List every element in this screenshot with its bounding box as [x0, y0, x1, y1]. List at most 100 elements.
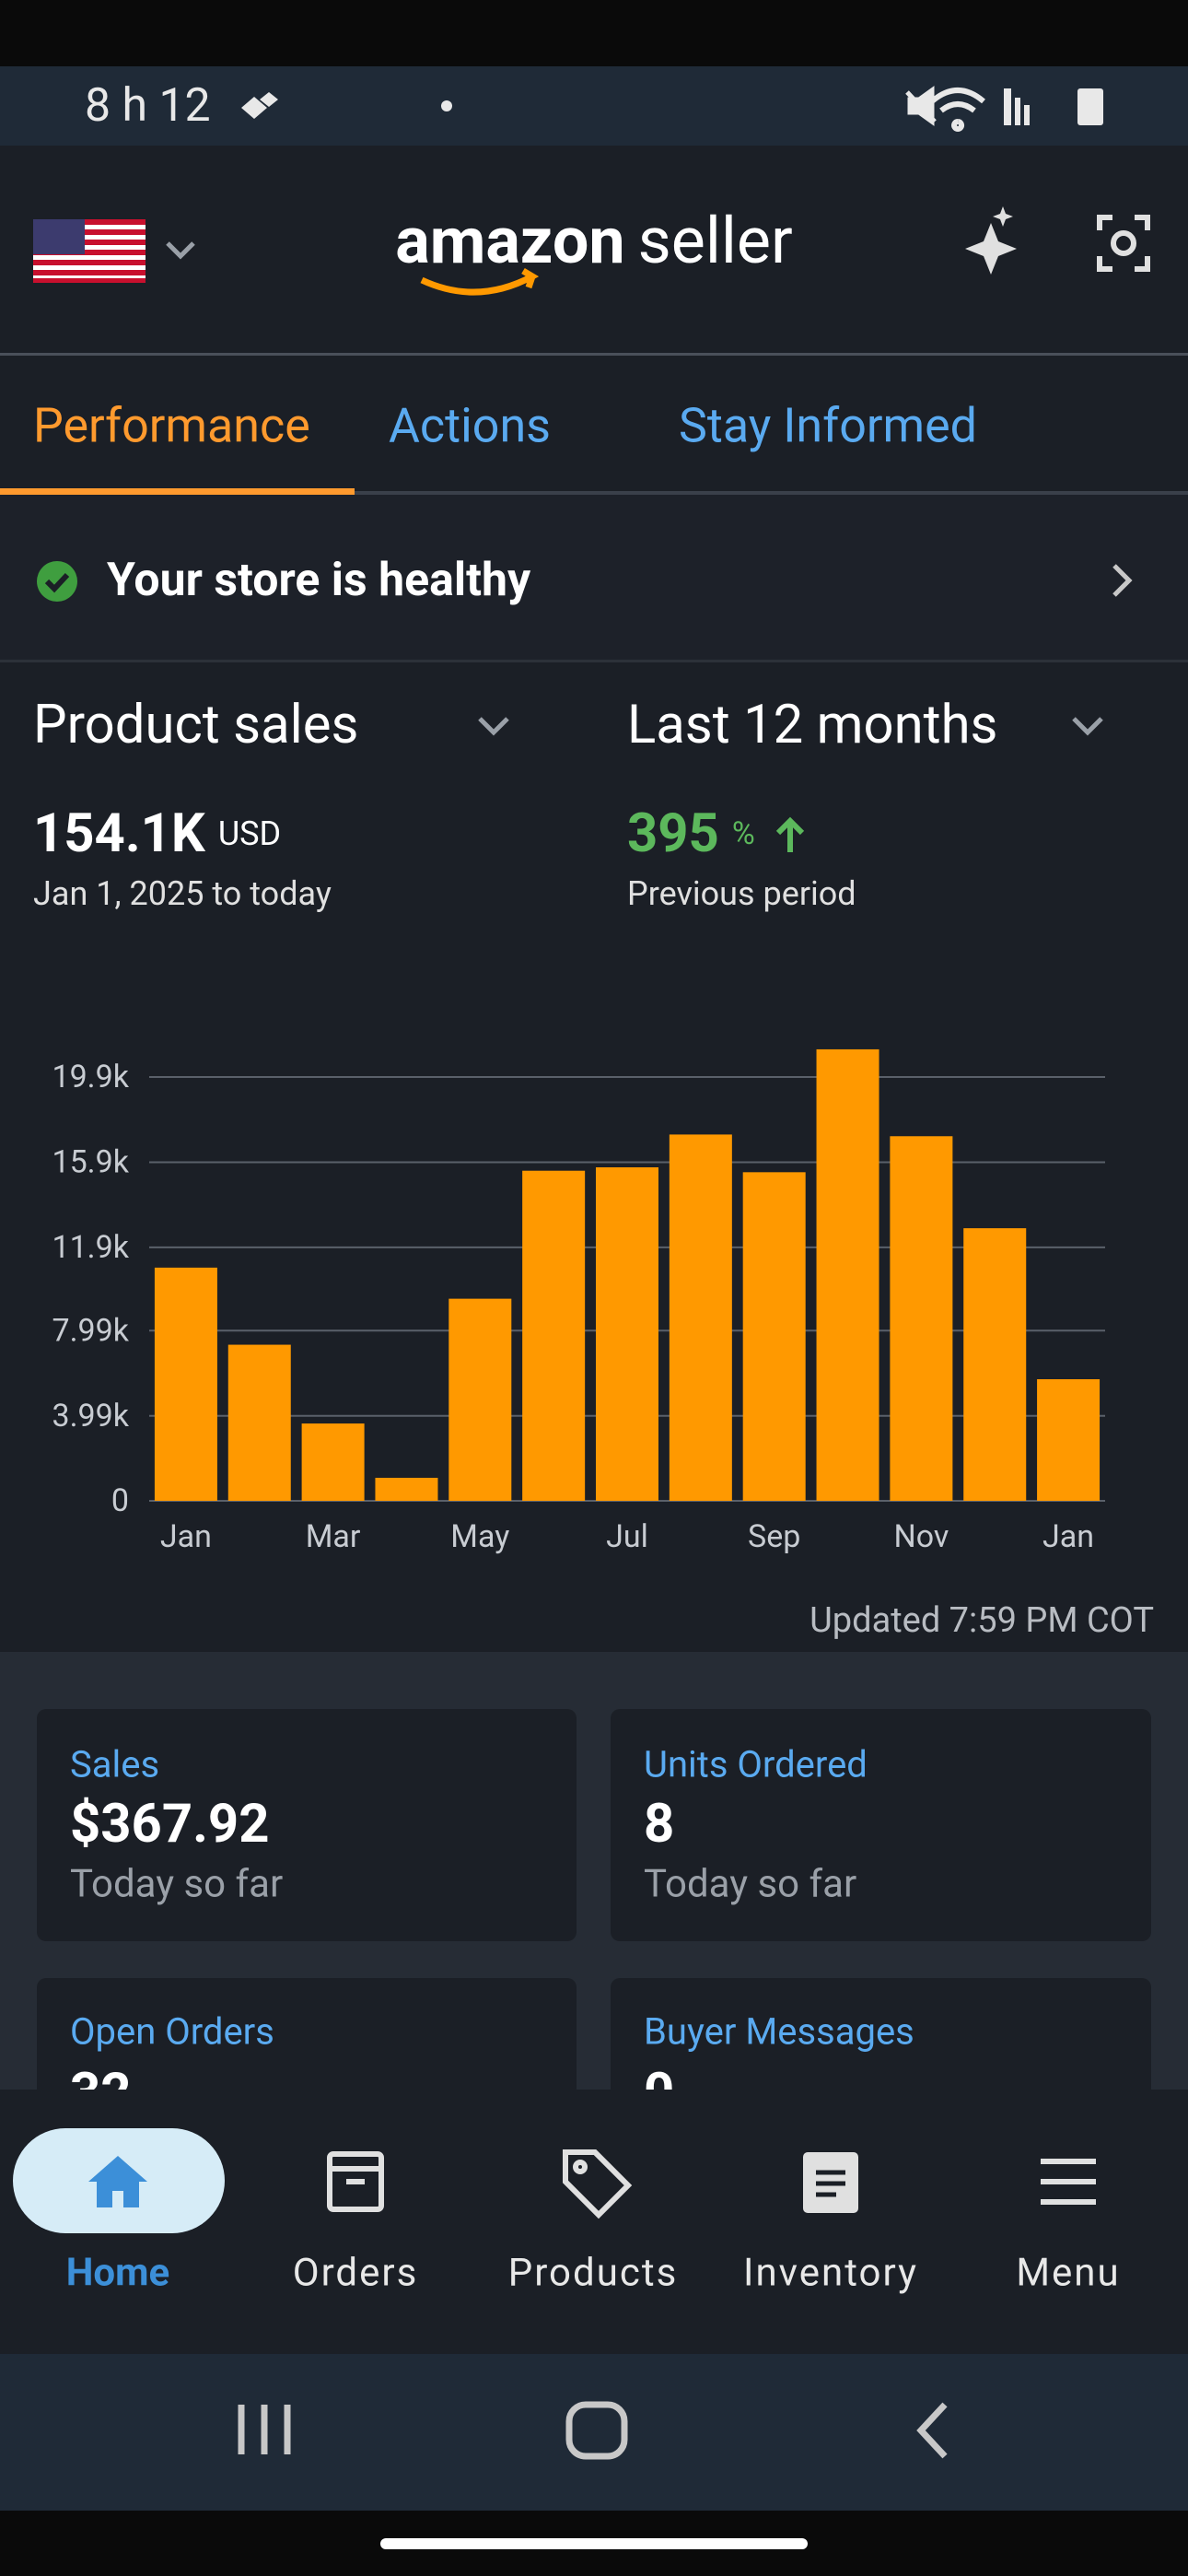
back-button[interactable]: [916, 2402, 948, 2459]
inventory-icon-lines: [816, 2170, 845, 2197]
system-nav: [0, 2354, 1188, 2511]
bar: [1037, 1379, 1101, 1501]
total-range: Jan 1, 2025 to today: [33, 874, 332, 913]
status-icon: [241, 92, 278, 119]
bar: [669, 1134, 732, 1501]
card-value: $367.92: [70, 1793, 269, 1856]
top-bezel: [0, 0, 1188, 66]
status-dot: [441, 100, 452, 111]
change-unit: %: [732, 815, 755, 852]
bar: [890, 1136, 953, 1501]
y-tick-label: 0: [111, 1482, 129, 1519]
scan-icon[interactable]: [1097, 215, 1150, 272]
nav-icons: [327, 2149, 1096, 2219]
status-time: 8 h 12: [85, 79, 211, 133]
card[interactable]: [37, 1709, 577, 1941]
bar: [375, 1478, 438, 1501]
nav-label[interactable]: Home: [66, 2251, 169, 2296]
dropdown-chevron[interactable]: [1072, 717, 1103, 736]
card-sub: Today so far: [644, 1862, 856, 1907]
nav-label[interactable]: Inventory: [743, 2251, 918, 2296]
health-chevron: [1112, 564, 1133, 597]
tab[interactable]: Performance: [33, 398, 310, 454]
tab[interactable]: Stay Informed: [679, 398, 977, 454]
divider: [0, 660, 1188, 662]
menu-icon[interactable]: [1041, 2159, 1096, 2205]
card-label: Buyer Messages: [644, 2010, 914, 2054]
signal-icon: [1004, 88, 1030, 125]
x-tick-label: May: [450, 1518, 509, 1555]
x-tick-label: Jan: [1042, 1518, 1094, 1555]
ai-icon[interactable]: [965, 206, 1017, 275]
period-selector[interactable]: Last 12 months: [627, 694, 998, 756]
total-unit: USD: [218, 814, 281, 853]
chart: 0 3.99k 7.99k 11.9k 15.9k 19.9k Jan Mar May Jul Se…: [52, 1048, 1105, 1555]
bar: [596, 1167, 658, 1501]
nav-label[interactable]: Orders: [293, 2251, 419, 2296]
x-tick-label: Jul: [606, 1518, 648, 1555]
y-tick-label: 3.99k: [52, 1398, 129, 1434]
x-tick-label: Sep: [748, 1518, 800, 1555]
card-label: Sales: [70, 1743, 159, 1786]
health-check: [37, 561, 77, 602]
divider: [0, 491, 1188, 495]
bar: [448, 1298, 512, 1501]
recents-button[interactable]: [238, 2405, 291, 2454]
bar: [742, 1172, 806, 1501]
home-button[interactable]: [565, 2401, 628, 2460]
flag-canton: [33, 219, 85, 254]
logo-suffix: seller: [638, 204, 793, 279]
status-bar: [0, 66, 1188, 146]
card-sub: Today so far: [70, 1862, 283, 1907]
change-value: 395: [627, 802, 719, 865]
tab-indicator: [0, 488, 355, 495]
y-tick-label: 7.99k: [52, 1312, 129, 1349]
dropdown-chevron[interactable]: [478, 717, 509, 736]
nav-label[interactable]: Menu: [1016, 2251, 1120, 2296]
bar: [816, 1048, 879, 1501]
home-indicator[interactable]: [380, 2538, 808, 2549]
nav-label[interactable]: Products: [508, 2251, 679, 2296]
total: 154.1K USD: [33, 802, 281, 865]
logo: amazon seller: [395, 204, 793, 279]
change-arrow: [775, 816, 805, 852]
flag: [33, 219, 146, 283]
bar: [301, 1423, 365, 1501]
x-tick-label: Nov: [893, 1518, 949, 1555]
x-tick-label: Jan: [160, 1518, 212, 1555]
card[interactable]: [611, 1709, 1151, 1941]
flag-stripes: [33, 219, 146, 283]
y-tick-label: 19.9k: [52, 1059, 129, 1095]
card-value: 8: [644, 1793, 674, 1856]
change: 395%: [627, 802, 755, 865]
orders-icon[interactable]: [327, 2151, 384, 2212]
tab[interactable]: Actions: [389, 398, 551, 454]
updated: Updated 7:59 PM COT: [809, 1600, 1154, 1641]
bar: [522, 1170, 586, 1501]
bar: [963, 1228, 1027, 1501]
mute-icon: [905, 86, 937, 126]
card-label: Units Ordered: [644, 1743, 868, 1786]
country-chevron[interactable]: [166, 241, 195, 260]
home-icon[interactable]: [88, 2156, 147, 2207]
y-tick-label: 11.9k: [52, 1229, 129, 1266]
products-icon[interactable]: [563, 2149, 633, 2219]
orders-icon-detail: [330, 2166, 381, 2184]
health-text: Your store is healthy: [107, 554, 531, 607]
metric-selector[interactable]: Product sales: [33, 694, 358, 756]
status-icons: [241, 86, 1103, 132]
health-check-mark: [44, 572, 70, 593]
bar: [227, 1344, 291, 1501]
card-label: Open Orders: [70, 2010, 274, 2054]
logo-brand: amazon: [395, 204, 624, 279]
wifi-icon: [930, 88, 985, 132]
change-label: Previous period: [627, 874, 856, 913]
health-row[interactable]: [0, 495, 1188, 661]
x-tick-label: Mar: [306, 1518, 361, 1555]
products-icon-hole: [573, 2160, 588, 2174]
scan-frame: [1097, 215, 1150, 272]
scan-lens: [1111, 230, 1136, 256]
bar: [154, 1267, 217, 1501]
total-value: 154.1K: [33, 802, 206, 865]
